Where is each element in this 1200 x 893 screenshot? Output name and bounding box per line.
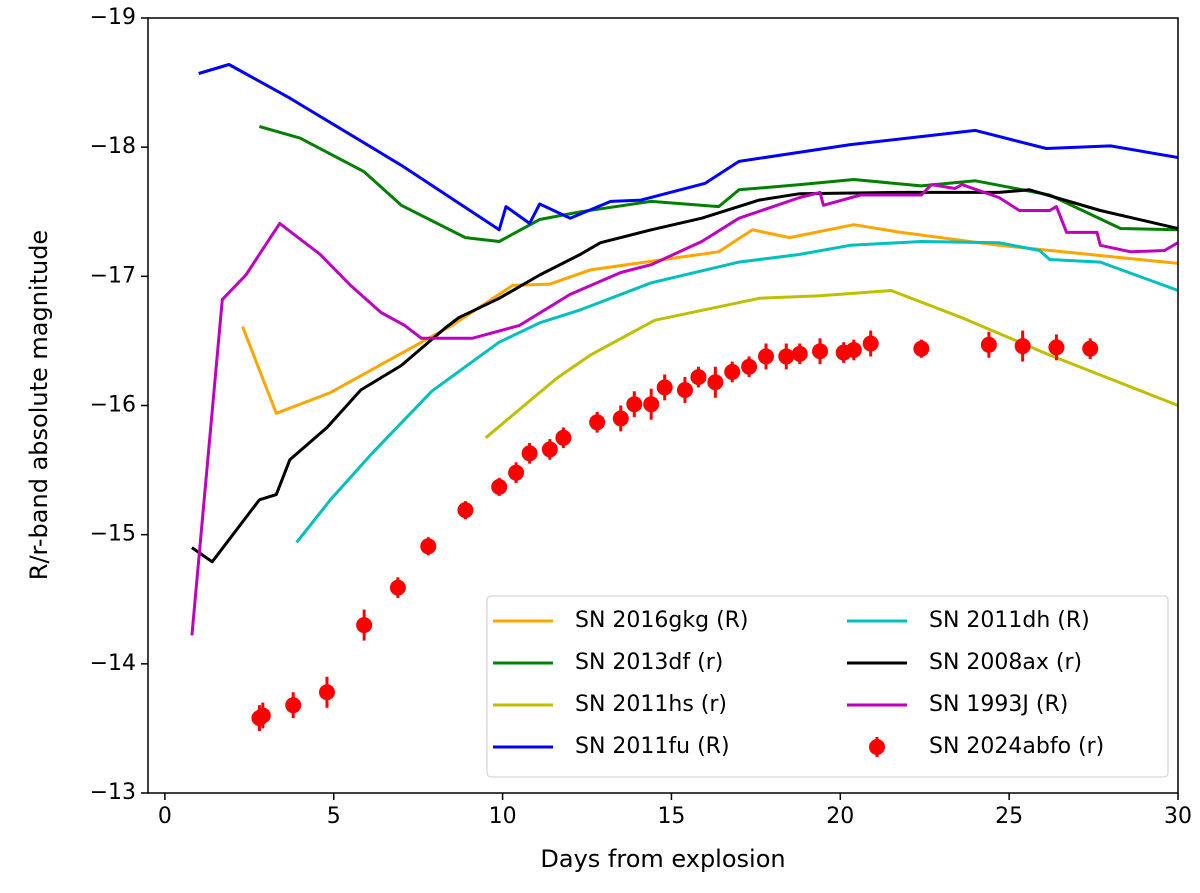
legend-box: [486, 595, 1169, 778]
legend-label: SN 2011dh (R): [929, 608, 1090, 633]
x-tick-label: 25: [995, 804, 1023, 829]
x-tick-label: 15: [657, 804, 685, 829]
data-point: [1082, 340, 1099, 357]
y-tick-label: −19: [90, 5, 136, 30]
series-line: [258, 125, 1178, 243]
data-point: [612, 410, 629, 427]
data-point: [626, 396, 643, 413]
y-tick-label: −14: [90, 651, 136, 676]
data-point: [845, 341, 862, 358]
legend-label: SN 1993J (R): [929, 692, 1068, 717]
y-tick-label: −18: [90, 134, 136, 159]
y-axis-label: R/r-band absolute magnitude: [25, 230, 53, 580]
data-point: [676, 382, 693, 398]
y-tick-label: −17: [90, 263, 136, 288]
y-tick-label: −16: [90, 393, 136, 418]
data-point: [812, 343, 829, 360]
data-point: [589, 414, 606, 431]
data-point: [707, 374, 724, 391]
data-point: [491, 478, 508, 495]
data-point: [758, 348, 774, 365]
data-point: [555, 429, 572, 446]
legend-label: SN 2016gkg (R): [575, 608, 749, 633]
data-point: [656, 379, 673, 396]
legend-label: SN 2024abfo (r): [929, 734, 1104, 759]
x-axis-label: Days from explosion: [540, 845, 785, 873]
series-line: [198, 63, 1178, 232]
legend-label: SN 2008ax (r): [929, 650, 1082, 675]
series-line: [190, 183, 1178, 636]
legend-label: SN 2011fu (R): [575, 734, 730, 759]
data-point: [508, 464, 525, 481]
series-line: [241, 223, 1178, 415]
series-line: [191, 188, 1178, 564]
data-point: [690, 369, 707, 386]
data-point: [643, 396, 660, 413]
data-point: [420, 538, 437, 555]
series-line: [295, 240, 1178, 544]
x-tick-label: 30: [1164, 804, 1192, 829]
plot-area: [190, 63, 1178, 731]
y-tick-label: −13: [90, 780, 136, 805]
data-point: [389, 579, 406, 596]
data-point: [541, 441, 558, 458]
data-point: [980, 336, 997, 353]
legend-marker: [869, 739, 885, 755]
data-point: [254, 707, 271, 724]
data-point: [457, 502, 474, 519]
legend-label: SN 2011hs (r): [575, 692, 727, 717]
x-tick-label: 10: [489, 804, 517, 829]
x-tick-label: 20: [826, 804, 854, 829]
data-point: [285, 697, 302, 714]
x-tick-label: 5: [327, 804, 341, 829]
y-tick-label: −15: [90, 522, 136, 547]
data-point: [521, 445, 538, 462]
series-line: [484, 289, 1178, 439]
data-point: [318, 684, 335, 701]
data-point: [862, 335, 879, 352]
data-point: [1014, 338, 1031, 355]
data-point: [741, 358, 758, 375]
data-point: [778, 348, 795, 365]
data-point: [1048, 339, 1065, 356]
data-point: [356, 617, 373, 634]
data-point: [791, 345, 808, 362]
legend-label: SN 2013df (r): [575, 650, 723, 675]
data-point: [724, 363, 741, 380]
data-point: [913, 340, 930, 357]
x-tick-label: 0: [158, 804, 172, 829]
